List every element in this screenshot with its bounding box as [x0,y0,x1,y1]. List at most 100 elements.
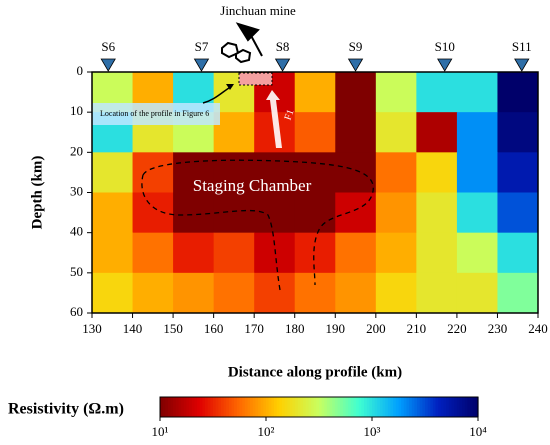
colorbar-swatch [242,397,246,417]
colorbar-swatch [353,397,357,417]
colorbar-swatch [475,397,479,417]
station-marker [193,58,210,72]
cell [173,232,215,274]
colorbar-swatch [250,397,254,417]
colorbar-swatch [456,397,461,417]
arrow-head [226,84,234,90]
cell [213,232,255,274]
station-marker [437,58,453,72]
mine-label: Jinchuan mine [220,3,296,18]
cell [132,272,174,314]
cell [92,232,134,274]
cell [497,72,539,113]
colorbar-swatch [228,397,233,417]
cell [335,232,377,274]
x-tick-label: 150 [163,321,183,336]
x-tick-label: 170 [244,321,264,336]
cell [416,152,458,193]
profile-box [238,72,273,86]
colorbar-swatch [281,397,286,417]
cell [213,192,255,234]
cell [294,272,336,314]
station-marker [274,58,291,72]
colorbar-swatch [160,397,164,417]
colorbar-swatch [326,397,331,417]
colorbar-tick-label: 10⁴ [469,424,487,439]
colorbar-swatch [414,397,418,417]
cell [335,152,377,193]
colorbar-swatch [175,397,180,417]
colorbar-swatch [462,397,466,417]
colorbar-swatch [199,397,203,417]
overlay: Location of the profile in Figure 6 Stag… [8,3,374,418]
colorbar-swatch [263,397,267,417]
colorbar-swatch [435,397,439,417]
colorbar-swatch [430,397,434,417]
cell [375,112,417,153]
cell [375,152,417,193]
cell [456,112,498,153]
location-label: Location of the profile in Figure 6 [100,109,209,118]
colorbar-swatch [305,397,309,417]
colorbar-swatch [186,397,190,417]
colorbar-swatch [321,397,325,417]
station-marker [514,58,530,72]
cell [254,152,296,193]
colorbar-swatch [334,397,339,417]
cell [375,192,417,234]
colorbar-swatch [173,397,177,417]
x-axis-title: Distance along profile (km) [228,364,402,380]
fault-arrow [266,90,282,148]
cell [375,232,417,274]
station-label: S10 [435,39,455,54]
station-marker [347,58,364,72]
colorbar-swatch [162,397,166,417]
location-box [92,103,220,125]
cell [335,272,377,314]
colorbar-swatch [244,397,249,417]
colorbar-swatch [181,397,185,417]
colorbar-swatch [266,397,270,417]
cell [456,152,498,193]
colorbar-swatch [297,397,302,417]
cell [416,272,458,314]
y-tick-label: 50 [70,264,83,279]
colorbar-swatch [252,397,256,417]
colorbar-swatch [234,397,238,417]
colorbar-swatch [316,397,320,417]
cell [132,152,174,193]
colorbar-tick-label: 10² [258,424,275,439]
chamber-outline [141,159,374,291]
colorbar-swatch [183,397,188,417]
colorbar-swatch [218,397,222,417]
x-tick-label: 210 [407,321,427,336]
colorbar-swatch [361,397,365,417]
station-marker [100,58,116,72]
colorbar-swatch [472,397,476,417]
cell [213,112,255,153]
colorbar-swatch [191,397,196,417]
colorbar-swatch [387,397,392,417]
cell [92,272,134,314]
colorbar-swatch [268,397,272,417]
colorbar-swatch [464,397,468,417]
cell [375,272,417,314]
cell [254,232,296,274]
colorbar-swatch [167,397,172,417]
colorbar-swatch [356,397,360,417]
colorbar-swatch [451,397,455,417]
colorbar-swatch [178,397,182,417]
colorbar-swatch [287,397,291,417]
x-tick-label: 160 [204,321,224,336]
colorbar-swatch [401,397,405,417]
cell [254,272,296,314]
cell [173,192,215,234]
cell [132,192,174,234]
cell [416,192,458,234]
cell [497,112,539,153]
x-tick-label: 240 [528,321,548,336]
station-label: S9 [349,39,363,54]
colorbar-swatch [247,397,251,417]
x-tick-label: 230 [488,321,508,336]
colorbar-swatch [419,397,423,417]
